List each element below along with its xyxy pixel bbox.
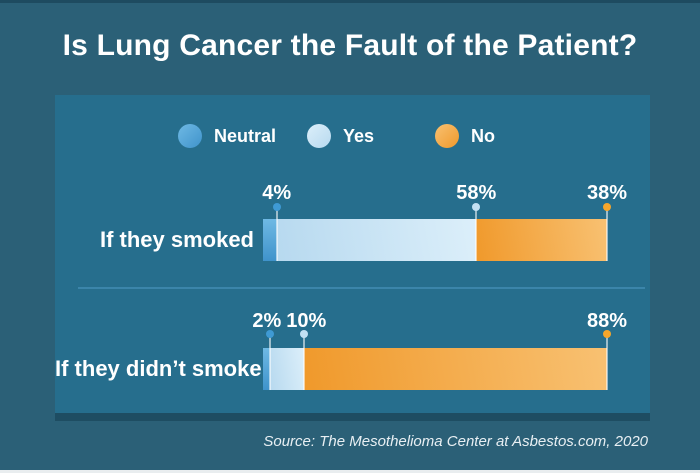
legend-label: Neutral xyxy=(214,125,277,146)
bar-segment-no xyxy=(476,219,607,261)
chart-title: Is Lung Cancer the Fault of the Patient? xyxy=(62,29,638,62)
legend-item-yes: Yes xyxy=(307,124,374,148)
bar-segment-yes xyxy=(269,348,305,390)
marker-stem xyxy=(606,334,608,390)
bar-segment-yes xyxy=(276,219,477,261)
value-label: 58% xyxy=(456,182,497,204)
value-label: 4% xyxy=(262,182,292,204)
source-attribution: Source: The Mesothelioma Center at Asbes… xyxy=(263,433,648,450)
value-label: 2% xyxy=(252,310,282,332)
legend-label: No xyxy=(471,125,495,146)
category-label: If they didn’t smoke xyxy=(55,356,262,381)
value-label: 38% xyxy=(586,182,628,204)
legend-swatch-neutral-icon xyxy=(178,124,202,148)
top-edge xyxy=(0,0,700,3)
row-divider xyxy=(78,287,645,289)
legend-item-neutral: Neutral xyxy=(178,124,276,148)
bar-segment-neutral xyxy=(263,219,277,261)
value-label: 10% xyxy=(286,310,327,332)
marker-dot-yes xyxy=(472,203,481,211)
marker-stem xyxy=(606,207,608,261)
marker-stem xyxy=(268,334,271,390)
marker-stem xyxy=(303,334,306,390)
marker-dot-neutral xyxy=(265,330,274,338)
legend-swatch-yes-icon xyxy=(307,124,331,148)
bar-segment-neutral xyxy=(263,348,270,390)
marker-stem xyxy=(475,207,478,261)
bottom-edge xyxy=(0,470,700,473)
bar-segment-no xyxy=(304,348,607,390)
marker-stem xyxy=(275,207,278,261)
marker-dot-no xyxy=(603,330,611,338)
legend-item-no: No xyxy=(435,124,495,148)
marker-dot-yes xyxy=(300,330,309,338)
marker-dot-no xyxy=(603,203,611,211)
category-label: If they smoked xyxy=(99,227,254,252)
stacked-bar xyxy=(263,348,607,390)
chart-panel: Neutral Yes No If they smoked 4% 58% 38% If the… xyxy=(55,95,650,421)
legend-swatch-no-icon xyxy=(435,124,459,148)
marker-dot-neutral xyxy=(272,203,281,211)
legend-label: Yes xyxy=(343,125,375,146)
value-label: 88% xyxy=(586,310,628,332)
stacked-bar xyxy=(263,219,607,261)
